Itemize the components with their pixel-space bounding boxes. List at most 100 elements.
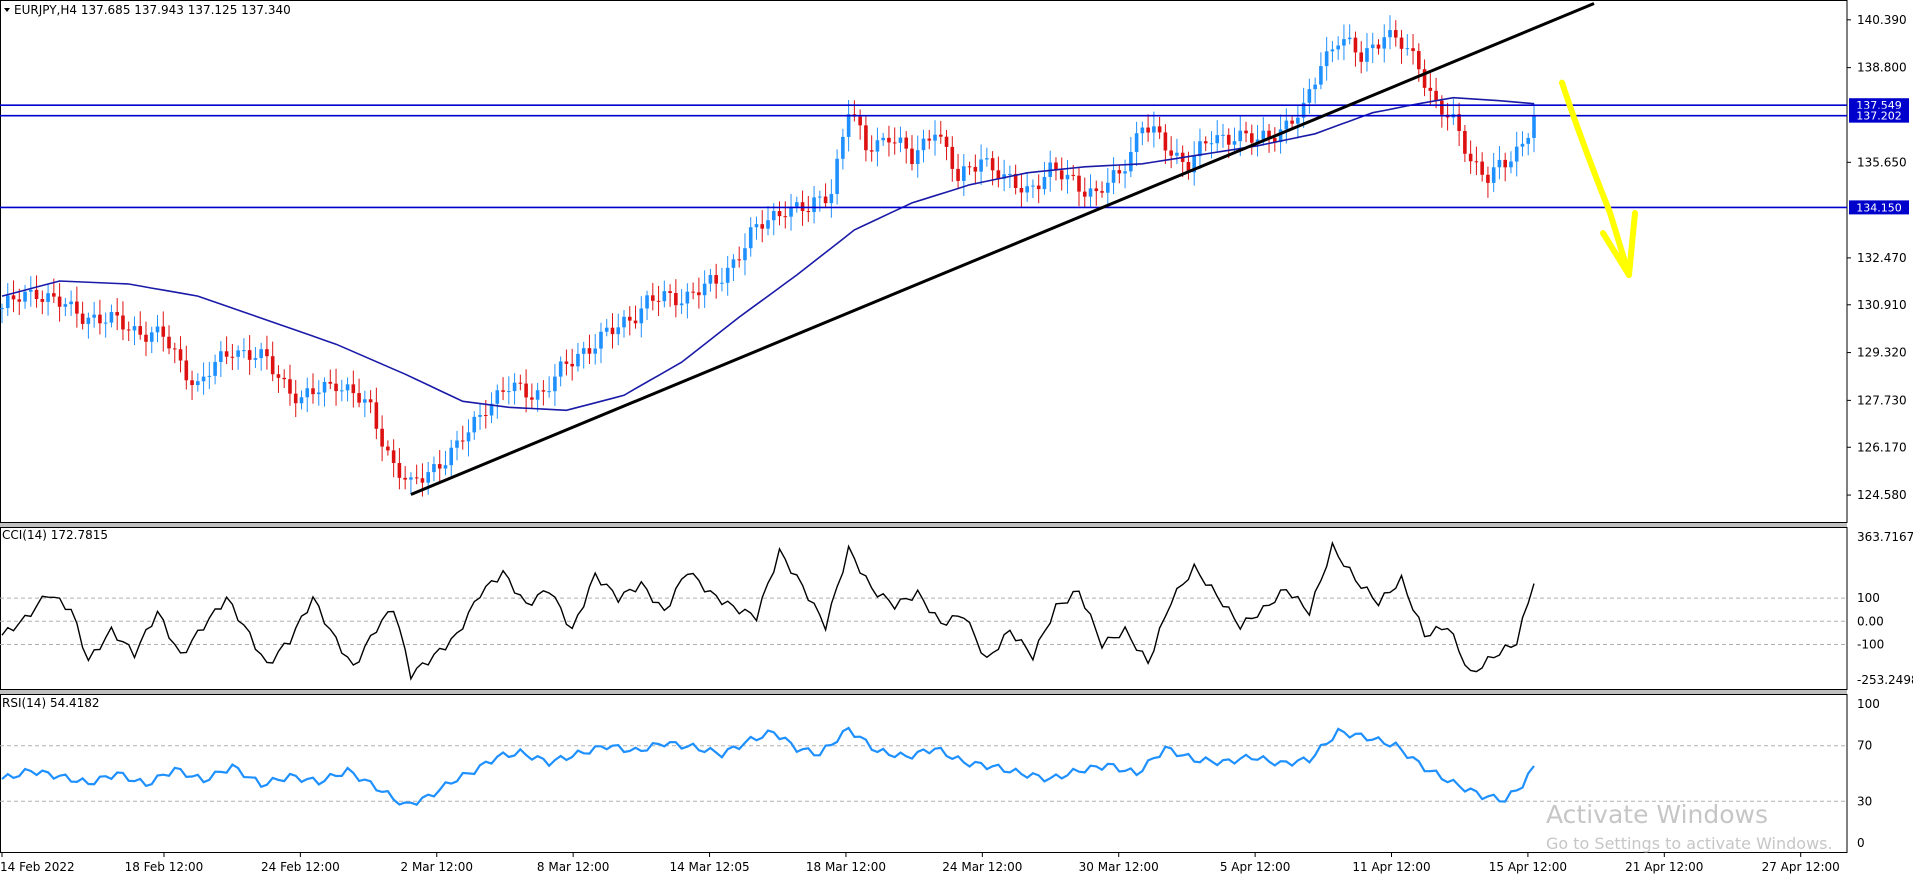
candle-body (714, 275, 718, 284)
price-tick-label: 129.320 (1857, 346, 1907, 360)
cci-tick-label: 0.00 (1857, 614, 1884, 628)
candle-body (892, 142, 897, 144)
candle-body (616, 327, 621, 335)
candle-body (737, 259, 741, 261)
candle-body (109, 312, 114, 323)
candle-body (172, 348, 177, 350)
candle-body (1232, 141, 1237, 145)
candle-body (311, 388, 315, 395)
candle-body (432, 464, 436, 473)
candle-body (1129, 151, 1133, 172)
candle-body (86, 317, 91, 324)
rsi-line (1, 726, 1535, 806)
candle-body (1290, 120, 1294, 124)
candle-body (213, 361, 217, 376)
price-axis: 140.390 138.800 135.650 132.470 130.910 129.3… (1847, 13, 1907, 502)
candle-body (1428, 87, 1433, 91)
time-tick-label: 24 Feb 12:00 (261, 860, 340, 874)
candle-body (224, 351, 229, 357)
level-price-label: 137.202 (1856, 110, 1902, 123)
panel-separator[interactable] (0, 523, 1847, 527)
candle-body (507, 391, 511, 393)
cci-label: CCI(14) 172.7815 (2, 528, 108, 542)
candle-body (126, 329, 131, 331)
candle-body (1509, 161, 1513, 168)
candle-body (685, 291, 690, 304)
candle-body (374, 402, 379, 429)
candle-body (409, 477, 413, 480)
candle-body (242, 350, 246, 352)
candle-body (270, 356, 275, 375)
candle-body (823, 196, 828, 204)
annotation-arrow[interactable] (1558, 79, 1638, 279)
candle-body (276, 374, 281, 378)
candle-body (1342, 39, 1346, 46)
candle-body (697, 292, 701, 296)
candle-body (391, 450, 396, 464)
candle-body (604, 327, 609, 332)
candle-body (1065, 174, 1070, 180)
candle-body (512, 382, 517, 392)
candle-body (259, 349, 263, 359)
rsi-panel[interactable]: 100 70 30 0 (1, 697, 1880, 850)
candle-body (599, 331, 603, 349)
candle-body (553, 376, 557, 392)
dropdown-triangle-icon[interactable] (4, 8, 10, 12)
cci-tick-label: -253.2498 (1857, 673, 1913, 687)
candle-body (351, 384, 356, 394)
candle-body (933, 134, 937, 141)
candle-body (1140, 127, 1145, 134)
panel-separator[interactable] (0, 690, 1847, 694)
time-axis: 14 Feb 2022 18 Feb 12:00 24 Feb 12:00 2 Mar… (0, 853, 1840, 874)
candle-body (864, 125, 868, 151)
candle-body (1215, 135, 1220, 144)
candle-body (340, 390, 344, 392)
activation-watermark-subtitle: Go to Settings to activate Windows. (1546, 834, 1833, 853)
candle-body (121, 315, 125, 330)
candle-body (1054, 162, 1058, 171)
candle-body (748, 227, 753, 249)
candle-body (1486, 174, 1490, 183)
candle-body (1370, 44, 1375, 49)
candle-body (1503, 159, 1507, 168)
candle-body (466, 432, 471, 442)
candle-body (818, 196, 822, 198)
candle-body (645, 295, 649, 309)
candle-body (1031, 185, 1035, 187)
price-tick-label: 135.650 (1857, 155, 1907, 169)
time-tick-label: 27 Apr 12:00 (1762, 860, 1840, 874)
candle-body (1157, 126, 1162, 133)
main-panel-frame (0, 0, 1848, 523)
candle-body (979, 159, 983, 172)
candle-body (869, 150, 874, 152)
candle-body (1192, 156, 1196, 173)
candle-body (915, 150, 920, 165)
candle-body (1059, 170, 1064, 180)
candle-body (702, 283, 707, 296)
candle-body (230, 356, 235, 358)
candle-body (518, 382, 523, 384)
candle-body (1480, 161, 1484, 175)
candle-body (1186, 161, 1191, 173)
candle-body (973, 166, 978, 172)
candle-body (363, 399, 367, 403)
symbol-header: EURJPY,H4 137.685 137.943 137.125 137.34… (14, 3, 291, 17)
candle-body (316, 392, 321, 395)
candle-body (345, 384, 350, 391)
candle-body (1134, 133, 1139, 152)
activation-watermark-title: Activate Windows (1546, 800, 1768, 829)
candle-body (5, 295, 10, 309)
candle-body (334, 383, 338, 392)
candle-body (57, 296, 62, 307)
indicator-levels (0, 597, 1847, 802)
candle-body (495, 390, 500, 404)
candle-body (103, 322, 108, 324)
trendline[interactable] (410, 2, 1595, 496)
candle-body (28, 289, 33, 292)
candle-body (524, 383, 528, 398)
candle-body (17, 299, 22, 302)
cci-panel[interactable]: 363.7167 100 0.00 -100 -253.2498 (1, 530, 1913, 687)
candle-body (178, 349, 183, 361)
